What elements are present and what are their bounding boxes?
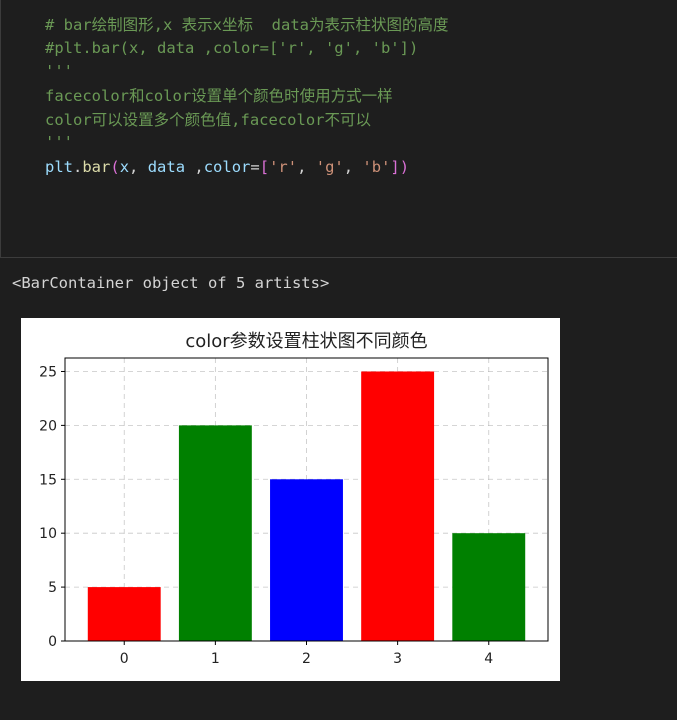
x-tick-label: 2	[302, 651, 311, 667]
y-tick-label: 5	[48, 580, 57, 596]
code-token: )	[399, 158, 410, 176]
y-tick-label: 25	[39, 364, 57, 380]
code-token: plt	[45, 158, 73, 176]
y-tick-label: 10	[39, 526, 57, 542]
bar-chart: color参数设置柱状图不同颜色 0 5 10 15 20 25 0 1 2 3 4	[39, 331, 549, 667]
code-token: ,	[297, 158, 316, 176]
code-token: ,	[185, 158, 204, 176]
code-token: (	[110, 158, 120, 176]
code-token: [	[259, 158, 270, 176]
code-token: 'b'	[362, 158, 391, 176]
code-token: ,	[343, 158, 363, 176]
y-tick-label: 0	[48, 634, 57, 650]
code-token: data	[147, 158, 186, 176]
code-token: ]	[390, 158, 400, 176]
y-tick-label: 20	[39, 418, 57, 434]
chart-figure: color参数设置柱状图不同颜色 0 5 10 15 20 25 0 1 2 3 4	[21, 318, 560, 681]
code-token: bar	[82, 158, 111, 176]
docstring-line: color可以设置多个颜色值,facecolor不可以	[45, 111, 371, 129]
docstring-close: '''	[45, 133, 73, 151]
code-comment-line: #plt.bar(x, data ,color=['r', 'g', 'b'])	[45, 39, 419, 57]
x-tick-label: 3	[393, 651, 402, 667]
bar-4	[452, 533, 526, 641]
chart-title: color参数设置柱状图不同颜色	[185, 331, 427, 352]
code-token: 'r'	[269, 158, 298, 176]
bar-3	[361, 371, 435, 641]
x-tick-label: 0	[120, 651, 129, 667]
docstring-line: facecolor和color设置单个颜色时使用方式一样	[45, 87, 393, 105]
bar-2	[270, 479, 343, 641]
output-repr: <BarContainer object of 5 artists>	[12, 274, 330, 292]
code-token: color	[203, 158, 251, 176]
x-tick-label: 4	[484, 651, 493, 667]
code-cell[interactable]: # bar绘制图形,x 表示x坐标 data为表示柱状图的高度 #plt.bar…	[0, 0, 677, 258]
code-token: 'g'	[315, 158, 344, 176]
bar-0	[87, 587, 161, 641]
bar-1	[178, 425, 252, 641]
code-token: .	[73, 158, 83, 176]
code-token: x	[119, 158, 130, 176]
docstring-open: '''	[45, 62, 73, 80]
code-token: =	[250, 158, 260, 176]
y-tick-label: 15	[39, 472, 57, 488]
code-call-line: plt.bar(x, data ,color=['r', 'g', 'b'])	[45, 156, 409, 178]
code-token: ,	[129, 158, 148, 176]
x-tick-label: 1	[211, 651, 220, 667]
code-comment-line: # bar绘制图形,x 表示x坐标 data为表示柱状图的高度	[45, 16, 449, 34]
